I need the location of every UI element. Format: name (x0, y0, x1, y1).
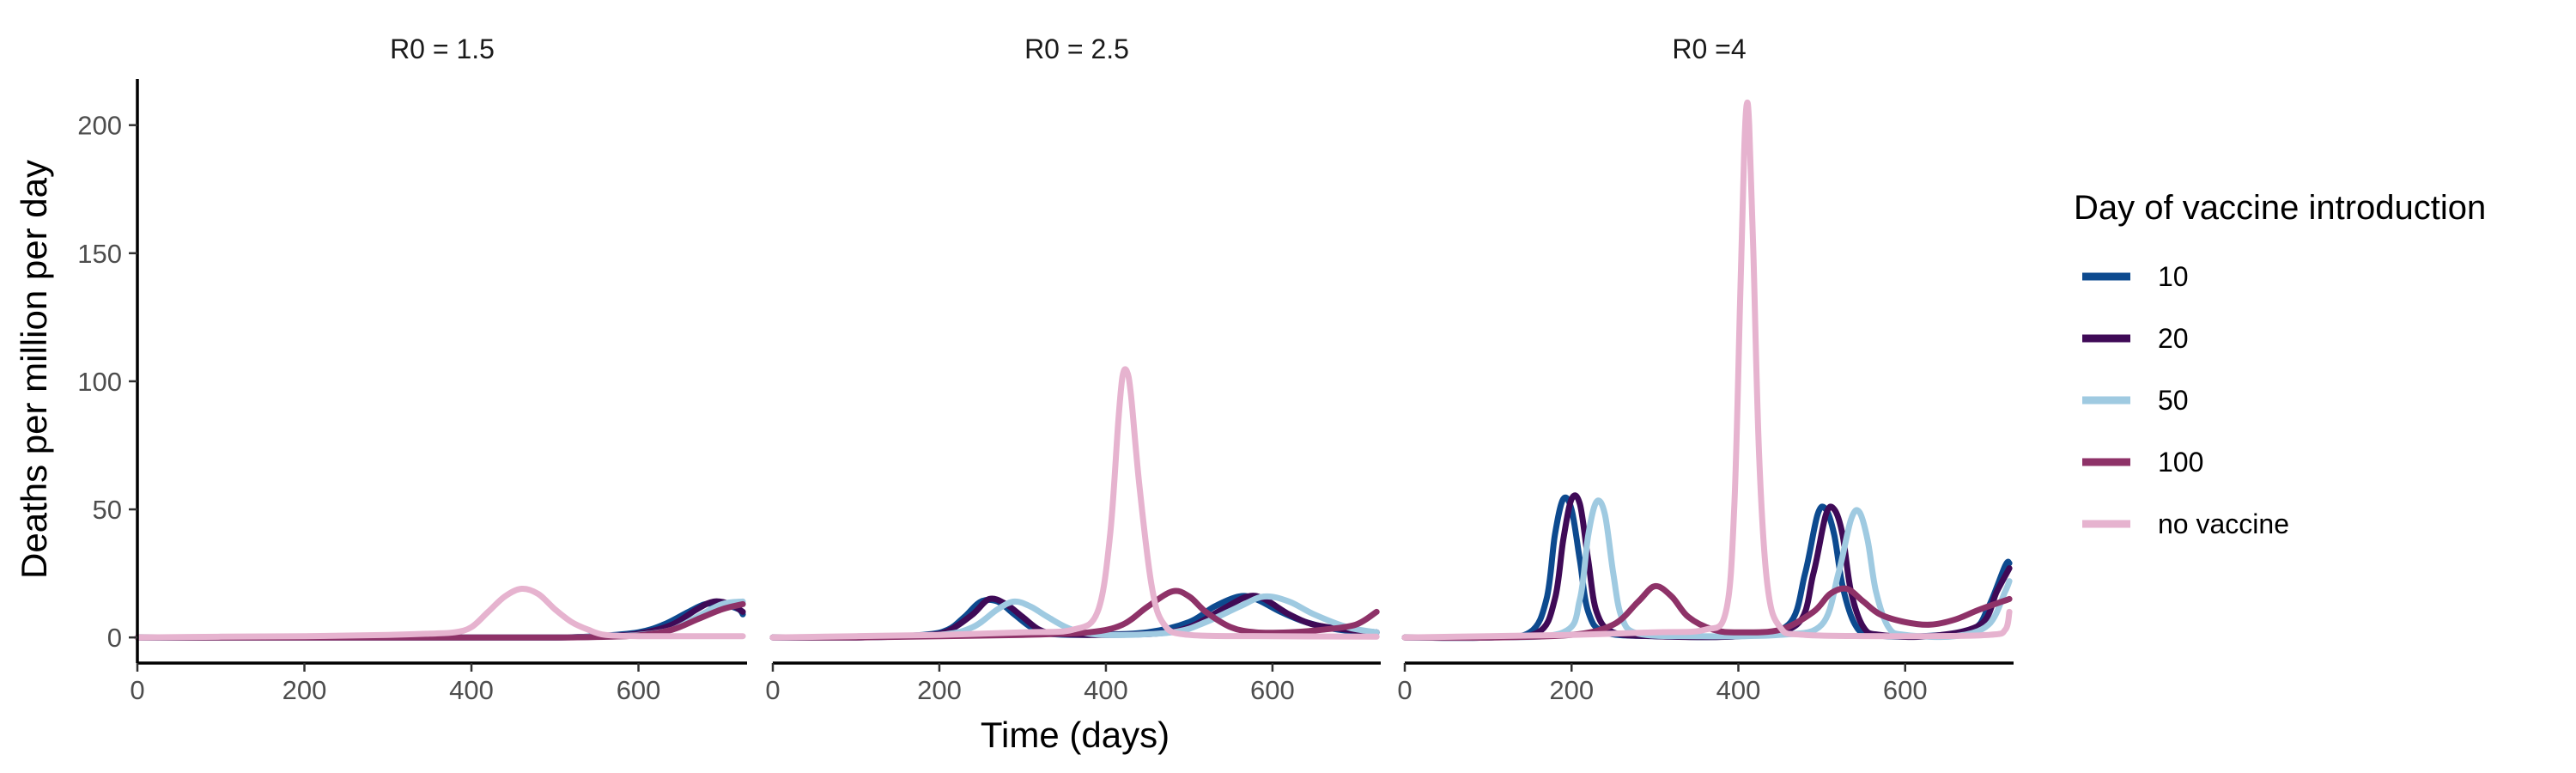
series-line-20 (1401, 492, 2013, 642)
legend-item: 10 (2082, 261, 2189, 292)
facet-panel: R0 =4 0 200 400 600 (1397, 33, 2014, 705)
series-lines (769, 366, 1380, 641)
facet-strip-label: R0 =4 (1672, 33, 1746, 64)
y-axis: 0 50 100 150 200 (77, 79, 139, 663)
x-tick-label: 0 (765, 675, 780, 705)
legend-item: no vaccine (2082, 508, 2289, 539)
x-tick-label: 200 (1549, 675, 1594, 705)
x-tick-label: 600 (1250, 675, 1295, 705)
x-tick-label: 400 (1084, 675, 1128, 705)
x-tick-label: 0 (1397, 675, 1412, 705)
x-tick-label: 0 (130, 675, 144, 705)
legend-label: no vaccine (2158, 508, 2289, 539)
legend-label: 20 (2158, 323, 2189, 354)
y-tick-label: 50 (93, 495, 122, 525)
x-tick-label: 200 (917, 675, 962, 705)
legend-label: 100 (2158, 447, 2203, 478)
x-tick-label: 600 (617, 675, 661, 705)
series-lines (134, 585, 746, 641)
facet-strip-label: R0 = 2.5 (1024, 33, 1129, 64)
legend: Day of vaccine introduction 10 20 50 100 no … (2074, 189, 2486, 539)
facet-strip-label: R0 = 1.5 (390, 33, 495, 64)
series-line-no-vaccine (134, 585, 746, 641)
legend-label: 50 (2158, 385, 2189, 416)
y-axis-title: Deaths per million per day (14, 160, 54, 579)
y-tick-label: 0 (107, 623, 122, 653)
legend-items: 10 20 50 100 no vaccine (2082, 261, 2289, 539)
x-tick-label: 200 (283, 675, 327, 705)
series-line-100 (1401, 582, 2013, 641)
y-tick-label: 200 (77, 111, 122, 141)
series-line-no-vaccine (769, 366, 1380, 641)
series-line-50 (1401, 497, 2013, 642)
facet-panel: R0 = 1.5 0 200 400 600 (130, 33, 747, 705)
legend-title: Day of vaccine introduction (2074, 189, 2486, 227)
series-line-10 (1401, 494, 2013, 642)
x-tick-label: 400 (449, 675, 494, 705)
legend-item: 50 (2082, 385, 2189, 416)
legend-label: 10 (2158, 261, 2189, 292)
x-tick-label: 400 (1716, 675, 1761, 705)
facet-panel: R0 = 2.5 0 200 400 600 (765, 33, 1381, 705)
x-axis-title: Time (days) (981, 715, 1170, 755)
y-tick-label: 150 (77, 239, 122, 269)
x-tick-label: 600 (1883, 675, 1928, 705)
y-tick-label: 100 (77, 367, 122, 397)
series-line-no-vaccine (1401, 99, 2013, 641)
legend-item: 20 (2082, 323, 2189, 354)
series-lines (1401, 99, 2013, 642)
legend-item: 100 (2082, 447, 2203, 478)
